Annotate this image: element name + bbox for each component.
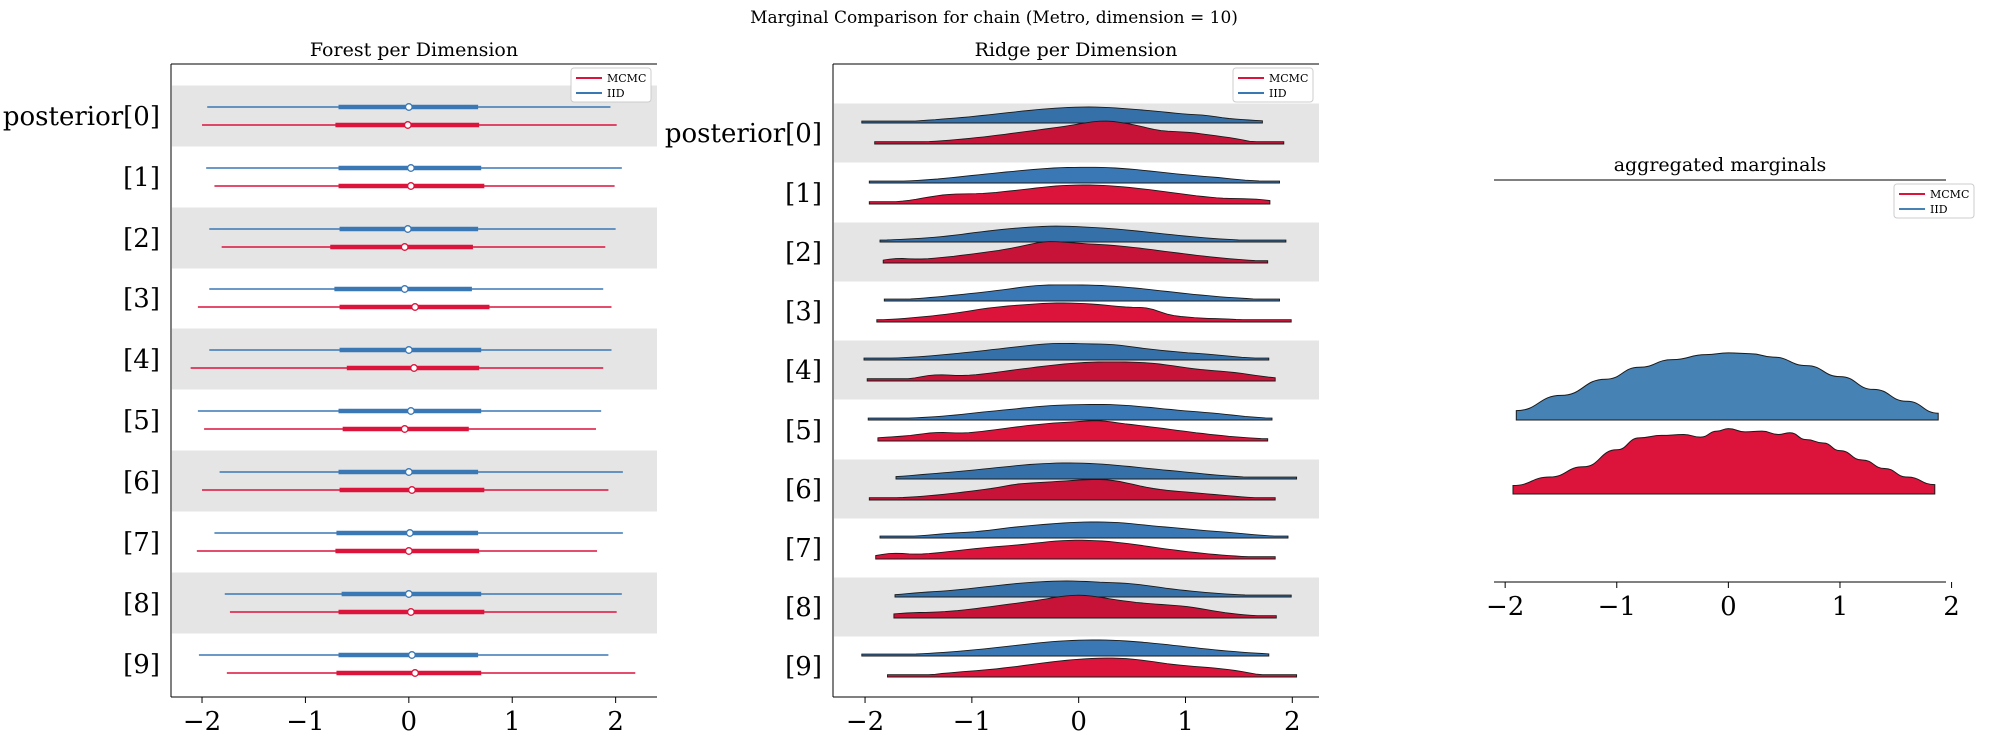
forest-row-label: [4] (123, 345, 160, 375)
aggregated-x-tick-label: −2 (1486, 592, 1524, 622)
forest-row-band (172, 572, 657, 634)
forest-mcmc-median-point (400, 425, 409, 433)
forest-iid-median-point (403, 225, 412, 233)
ridge-row-label: posterior[0] (665, 119, 822, 149)
ridge-mcmc-density (868, 184, 1271, 205)
forest-mcmc-median-point (404, 547, 413, 555)
ridge-iid-density (861, 106, 1263, 124)
ridge-row-label: [3] (785, 297, 822, 327)
forest-row-label: [8] (123, 589, 160, 619)
ridge-row-label: [5] (785, 416, 822, 446)
ridge-row-label: [2] (785, 238, 822, 268)
figure-suptitle: Marginal Comparison for chain (Metro, di… (750, 8, 1238, 28)
ridge-x-tick-label: −1 (953, 707, 991, 737)
ridge-iid-density (879, 225, 1287, 243)
aggregated-x-tick-label: 2 (1943, 592, 1960, 622)
forest-row-label: [2] (123, 224, 160, 254)
ridge-iid-density (883, 284, 1280, 302)
forest-mcmc-median-point (403, 121, 412, 129)
forest-iid-median-point (404, 468, 413, 476)
forest-panel: Forest per Dimension posterior[0] [1] [2] [… (3, 39, 657, 737)
forest-row-label: posterior[0] (3, 102, 160, 132)
ridge-mcmc-density (876, 302, 1292, 323)
forest-mcmc-median-point (406, 608, 415, 616)
forest-iid-median-point (405, 529, 414, 537)
ridge-panel: Ridge per Dimension posterior[0] [1] [2] [3… (665, 39, 1319, 737)
forest-mcmc-median-point (411, 669, 419, 677)
forest-row-label: [7] (123, 528, 160, 558)
ridge-x-tick-label: 1 (1177, 707, 1194, 737)
ridge-iid-density (867, 403, 1273, 421)
ridge-x-tick-label: 2 (1284, 707, 1301, 737)
forest-row-label: [3] (123, 284, 160, 314)
ridge-iid-density (863, 342, 1270, 361)
forest-panel-title: Forest per Dimension (310, 39, 518, 61)
forest-iid-median-point (404, 346, 413, 354)
aggregated-x-tick-label: 0 (1720, 592, 1737, 622)
forest-iid-median-point (404, 590, 413, 598)
forest-row-label: [6] (123, 467, 160, 497)
ridge-panel-title: Ridge per Dimension (975, 39, 1178, 61)
ridge-mcmc-density (893, 594, 1277, 619)
ridge-iid-density (861, 639, 1270, 657)
ridge-mcmc-density (874, 120, 1285, 145)
forest-iid-median-point (407, 651, 416, 659)
forest-x-tick-label: −1 (286, 707, 324, 737)
ridge-mcmc-density (875, 539, 1276, 560)
forest-mcmc-median-point (406, 182, 415, 190)
forest-mcmc-median-point (411, 303, 419, 311)
forest-row-label: [9] (123, 650, 160, 680)
ridge-row-label: [7] (785, 534, 822, 564)
forest-row-band (172, 207, 657, 269)
aggregated-panel: aggregated marginals −2 −1 0 1 2 MCMC IID (1486, 154, 1975, 622)
ridge-row-label: [9] (785, 652, 822, 682)
forest-iid-median-point (406, 407, 415, 415)
ridge-row-label: [6] (785, 475, 822, 505)
forest-x-tick-label: 1 (504, 707, 521, 737)
aggregated-x-tick-label: −1 (1598, 592, 1636, 622)
forest-mcmc-median-point (400, 243, 409, 251)
ridge-row-label: [8] (785, 593, 822, 623)
aggregated-legend-label-mcmc: MCMC (1930, 188, 1969, 201)
ridge-iid-density (868, 166, 1280, 184)
forest-x-tick-label: 0 (401, 707, 418, 737)
ridge-x-tick-label: 0 (1070, 707, 1087, 737)
aggregated-iid-density (1515, 352, 1939, 421)
forest-row-band (172, 328, 657, 390)
ridge-legend-label-iid: IID (1269, 87, 1287, 100)
aggregated-panel-title: aggregated marginals (1614, 154, 1827, 176)
forest-legend-label-iid: IID (607, 87, 625, 100)
ridge-mcmc-density (868, 479, 1276, 501)
forest-legend-label-mcmc: MCMC (607, 72, 646, 85)
forest-row-label: [5] (123, 406, 160, 436)
forest-row-band (172, 450, 657, 512)
forest-x-tick-label: 2 (607, 707, 624, 737)
forest-row-label: [1] (123, 163, 160, 193)
forest-iid-median-point (406, 164, 415, 172)
ridge-legend-label-mcmc: MCMC (1269, 72, 1308, 85)
aggregated-x-tick-label: 1 (1832, 592, 1849, 622)
ridge-mcmc-density (882, 241, 1269, 264)
ridge-mcmc-density (877, 420, 1269, 442)
ridge-mcmc-density (866, 361, 1276, 382)
ridge-iid-density (879, 521, 1289, 539)
ridge-row-label: [1] (785, 179, 822, 209)
forest-mcmc-median-point (410, 364, 418, 372)
ridge-x-tick-label: −2 (846, 707, 884, 737)
ridge-row-label: [4] (785, 356, 822, 386)
ridge-mcmc-density (887, 657, 1298, 678)
forest-mcmc-median-point (407, 486, 416, 494)
forest-x-tick-label: −2 (183, 707, 221, 737)
forest-iid-median-point (404, 103, 413, 111)
forest-iid-median-point (400, 285, 409, 293)
aggregated-mcmc-density (1512, 428, 1936, 495)
aggregated-legend-label-iid: IID (1930, 203, 1948, 216)
ridge-iid-density (894, 580, 1292, 598)
ridge-iid-density (895, 462, 1298, 480)
